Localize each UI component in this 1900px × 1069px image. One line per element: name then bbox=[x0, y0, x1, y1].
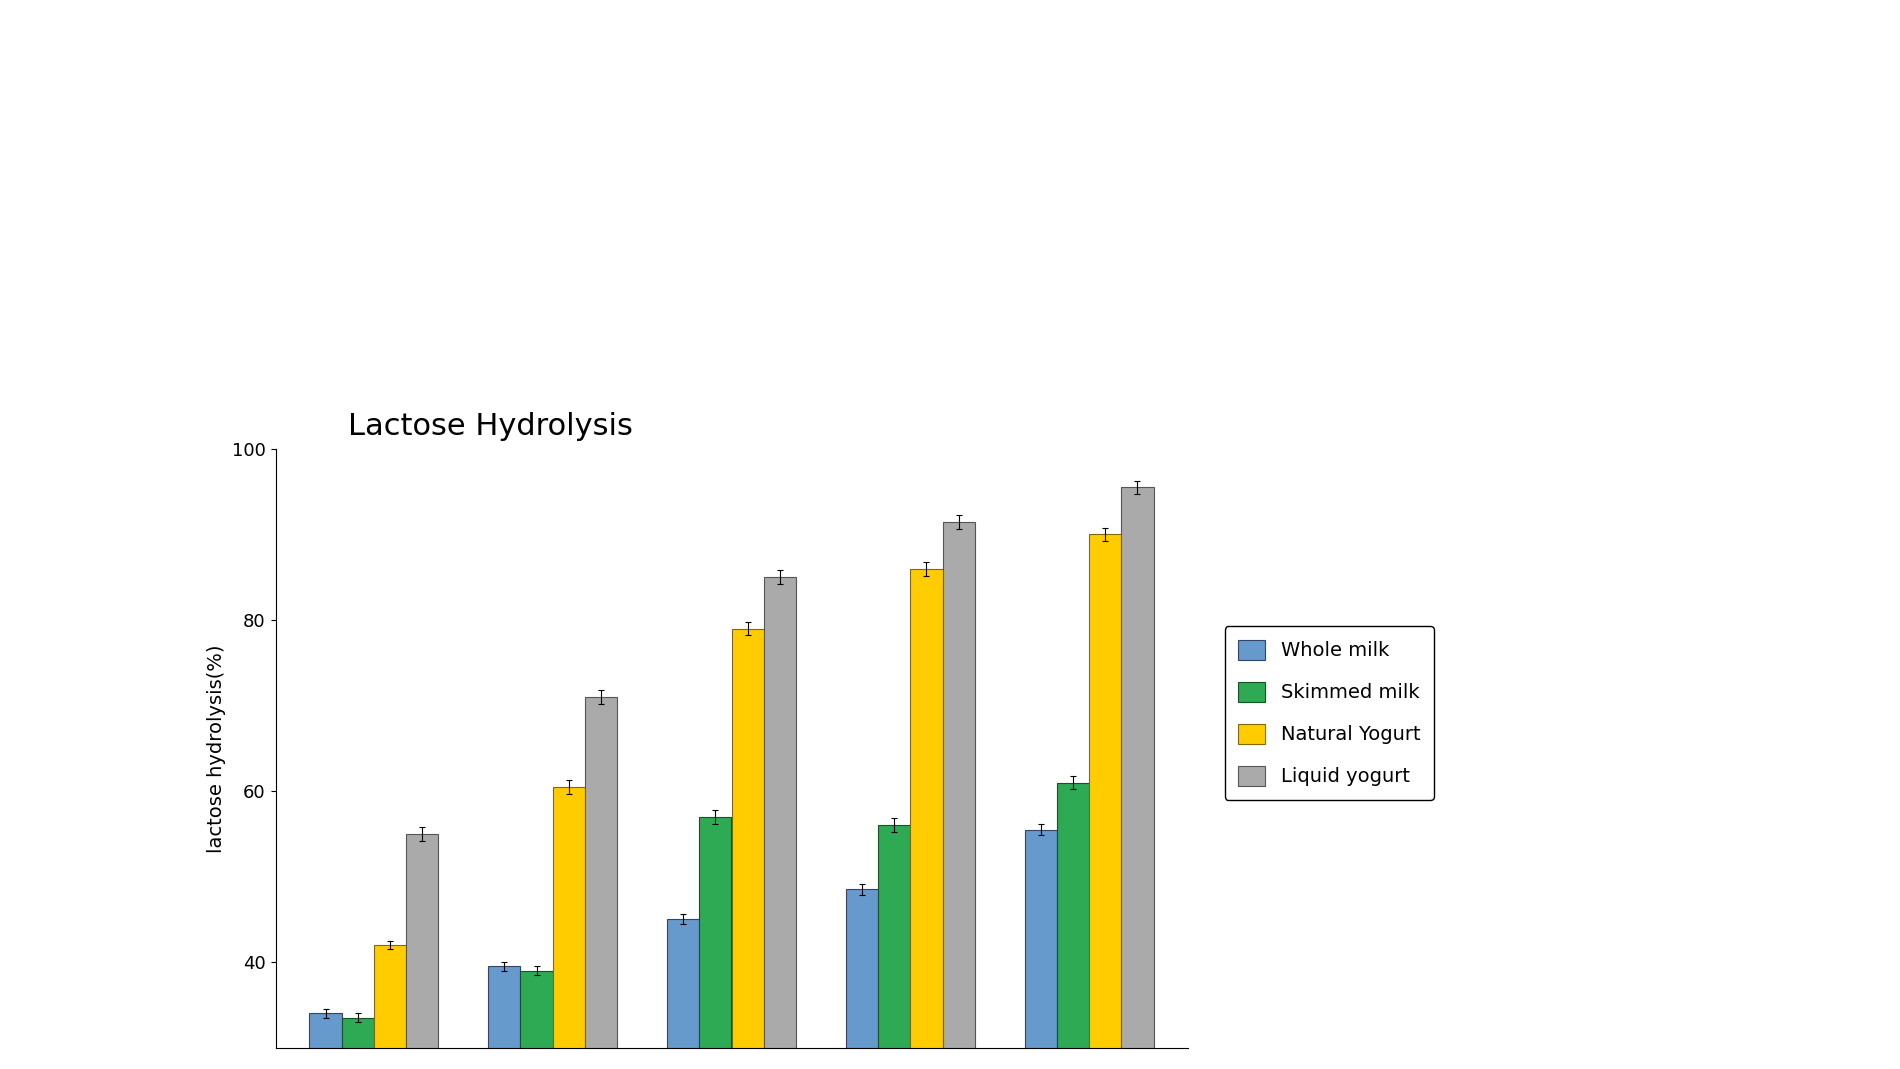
Legend: Whole milk, Skimmed milk, Natural Yogurt, Liquid yogurt: Whole milk, Skimmed milk, Natural Yogurt… bbox=[1226, 626, 1434, 800]
Bar bbox=[1024, 830, 1056, 1069]
Bar bbox=[1121, 487, 1153, 1069]
Bar bbox=[407, 834, 439, 1069]
Bar bbox=[553, 787, 585, 1069]
Bar bbox=[521, 971, 553, 1069]
Bar bbox=[374, 945, 407, 1069]
Text: Lactose Hydrolysis: Lactose Hydrolysis bbox=[348, 412, 633, 441]
Bar bbox=[846, 889, 878, 1069]
Bar bbox=[585, 697, 618, 1069]
Bar bbox=[732, 629, 764, 1069]
Bar bbox=[488, 966, 521, 1069]
Bar bbox=[1089, 534, 1121, 1069]
Bar bbox=[699, 817, 732, 1069]
Bar bbox=[667, 919, 699, 1069]
Bar bbox=[910, 569, 942, 1069]
Bar bbox=[342, 1018, 374, 1069]
Bar bbox=[878, 825, 910, 1069]
Bar bbox=[764, 577, 796, 1069]
Bar bbox=[1056, 783, 1089, 1069]
Y-axis label: lactose hydrolysis(%): lactose hydrolysis(%) bbox=[207, 644, 226, 853]
Bar bbox=[310, 1013, 342, 1069]
Bar bbox=[942, 522, 975, 1069]
